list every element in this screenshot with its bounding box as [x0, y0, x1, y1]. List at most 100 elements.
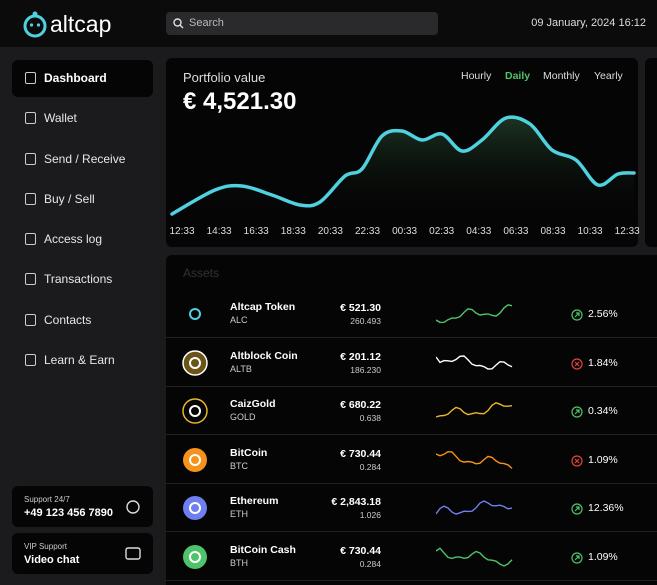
change-arrow — [574, 361, 580, 367]
nav-item[interactable]: Buy / Sell — [12, 181, 153, 218]
change-icon — [571, 552, 583, 564]
x-tick-label: 18:33 — [280, 226, 306, 237]
change-circle — [571, 455, 583, 467]
asset-row[interactable]: Ethereum ETH € 2,843.18 1.026 12.36% — [166, 484, 657, 533]
logo-icon — [23, 11, 47, 38]
asset-amount: 186.230 — [350, 364, 381, 375]
assets-title: Assets — [183, 266, 220, 280]
x-tick-label: 14:33 — [206, 226, 232, 237]
asset-change: 1.84% — [588, 356, 618, 369]
x-tick-label: 22:33 — [354, 226, 381, 237]
change-icon — [571, 309, 583, 321]
coin-icon — [182, 349, 208, 376]
range-tab[interactable]: Monthly — [543, 70, 580, 82]
nav-item[interactable]: Contacts — [12, 302, 153, 339]
chart-area — [172, 117, 634, 220]
x-tick-label: 16:33 — [243, 226, 269, 237]
change-arrow — [574, 312, 580, 318]
range-tab[interactable]: Yearly — [594, 70, 623, 82]
nav-item[interactable]: Access log — [12, 221, 153, 258]
x-tick-label: 20:33 — [317, 226, 343, 237]
coin-icon — [183, 545, 207, 569]
support-box[interactable]: VIP Support Video chat — [12, 533, 153, 574]
support-label: VIP Support — [24, 542, 67, 551]
coin-circle — [183, 447, 207, 472]
nav-icon — [25, 314, 36, 326]
asset-symbol: ALC — [230, 315, 248, 325]
sparkline-path — [436, 304, 513, 324]
coin-mark — [189, 308, 201, 320]
change-circle — [571, 503, 583, 515]
asset-name: CaizGold — [230, 398, 276, 411]
sparkline-path — [436, 547, 513, 567]
coin-mark — [189, 453, 201, 466]
sparkline-path — [436, 500, 513, 516]
coin-mark — [189, 356, 201, 369]
asset-name: BitCoin — [230, 446, 268, 459]
portfolio-value: € 4,521.30 — [183, 88, 297, 115]
asset-name: Ethereum — [230, 495, 279, 508]
range-tab[interactable]: Daily — [505, 70, 531, 82]
change-circle — [571, 406, 583, 418]
nav-icon — [25, 193, 36, 205]
asset-row[interactable]: Altcap Token ALC € 521.30 260.493 2.56% — [166, 290, 657, 338]
support-label: Support 24/7 — [24, 495, 70, 504]
asset-change: 1.09% — [588, 551, 618, 563]
change-arrow — [574, 409, 580, 415]
nav-item[interactable]: Wallet — [12, 100, 153, 137]
asset-row[interactable]: BitCoin Cash BTH € 730.44 0.284 1.09% — [166, 533, 657, 581]
coin-circle — [183, 545, 207, 569]
nav-item[interactable]: Transactions — [12, 261, 153, 298]
nav-item[interactable]: Send / Receive — [12, 141, 153, 178]
change-icon — [571, 406, 583, 418]
asset-symbol: BTC — [230, 460, 248, 471]
coin-icon — [182, 398, 208, 424]
x-tick-label: 08:33 — [540, 226, 566, 237]
range-tab[interactable]: Hourly — [461, 70, 492, 82]
icon-shape — [126, 500, 140, 514]
asset-row[interactable]: CaizGold GOLD € 680.22 0.638 0.34% — [166, 387, 657, 436]
nav-item[interactable]: Learn & Earn — [12, 342, 153, 379]
change-circle — [571, 357, 583, 370]
change-arrow — [574, 506, 580, 512]
sparkline — [436, 547, 513, 567]
nav-icon — [25, 72, 36, 84]
chart-line — [170, 115, 636, 216]
coin-mark — [189, 551, 201, 563]
coin-icon — [183, 447, 207, 472]
asset-symbol: GOLD — [230, 412, 256, 423]
search-placeholder: Search — [189, 17, 224, 29]
support-icon — [125, 547, 141, 560]
search-box[interactable]: Search — [166, 12, 438, 35]
x-tick-label: 12:33 — [169, 226, 195, 237]
asset-change: 12.36% — [588, 502, 624, 515]
nav-label: Send / Receive — [44, 152, 126, 166]
coin-circle — [182, 398, 208, 424]
asset-change: 1.09% — [588, 453, 618, 466]
asset-row[interactable]: Altblock Coin ALTB € 201.12 186.230 1.84% — [166, 339, 657, 387]
datetime: 09 January, 2024 16:12 — [531, 17, 646, 29]
x-tick-label: 04:33 — [466, 226, 492, 237]
asset-symbol: ALTB — [230, 363, 252, 374]
nav-item[interactable]: Dashboard — [12, 60, 153, 97]
sparkline — [436, 402, 513, 418]
side-card — [645, 58, 657, 247]
change-circle — [571, 552, 583, 564]
support-icon — [126, 500, 140, 514]
asset-symbol: BTH — [230, 558, 248, 568]
asset-row[interactable]: BitCoin BTC € 730.44 0.284 1.09% — [166, 436, 657, 484]
asset-amount: 0.284 — [359, 559, 381, 569]
nav-label: Access log — [44, 232, 103, 246]
asset-name: Altblock Coin — [230, 349, 298, 362]
support-box[interactable]: Support 24/7 +49 123 456 7890 — [12, 486, 153, 527]
portfolio-chart — [170, 115, 636, 220]
sparkline-path — [436, 402, 513, 418]
asset-price: € 521.30 — [340, 302, 381, 314]
asset-name: BitCoin Cash — [230, 544, 296, 556]
change-arrow — [574, 458, 580, 464]
coin-circle — [183, 496, 207, 521]
nav-label: Contacts — [44, 313, 92, 327]
coin-circle — [183, 302, 207, 326]
change-icon — [571, 357, 583, 370]
